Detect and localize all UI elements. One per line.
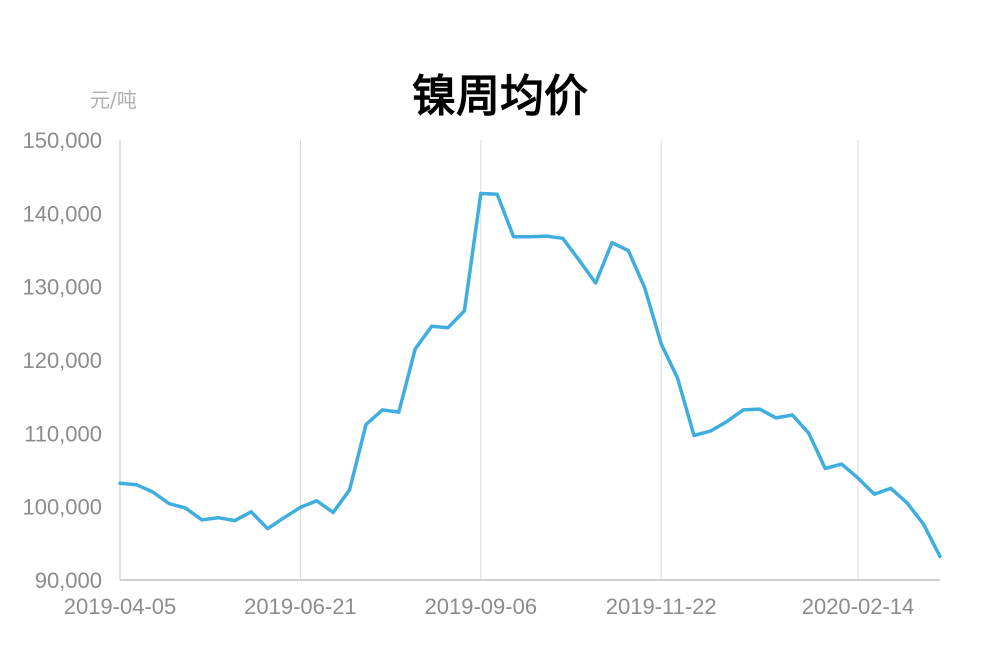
- y-tick-label: 100,000: [22, 495, 102, 520]
- y-tick-label: 140,000: [22, 201, 102, 226]
- y-axis-unit-label: 元/吨: [90, 88, 137, 112]
- series-line: [118, 191, 942, 559]
- y-tick-label: 90,000: [35, 568, 102, 593]
- x-tick-label: 2019-11-22: [606, 594, 717, 619]
- x-tick-label: 2020-02-14: [802, 594, 915, 619]
- x-tick-label: 2019-06-21: [244, 594, 357, 619]
- y-tick-label: 130,000: [22, 275, 102, 300]
- x-tick-label: 2019-09-06: [425, 594, 538, 619]
- x-tick-label: 2019-04-05: [64, 594, 177, 619]
- y-tick-label: 150,000: [22, 128, 102, 153]
- y-tick-label: 120,000: [22, 348, 102, 373]
- y-tick-label: 110,000: [24, 421, 102, 446]
- chart-title: 镍周均价: [412, 71, 588, 122]
